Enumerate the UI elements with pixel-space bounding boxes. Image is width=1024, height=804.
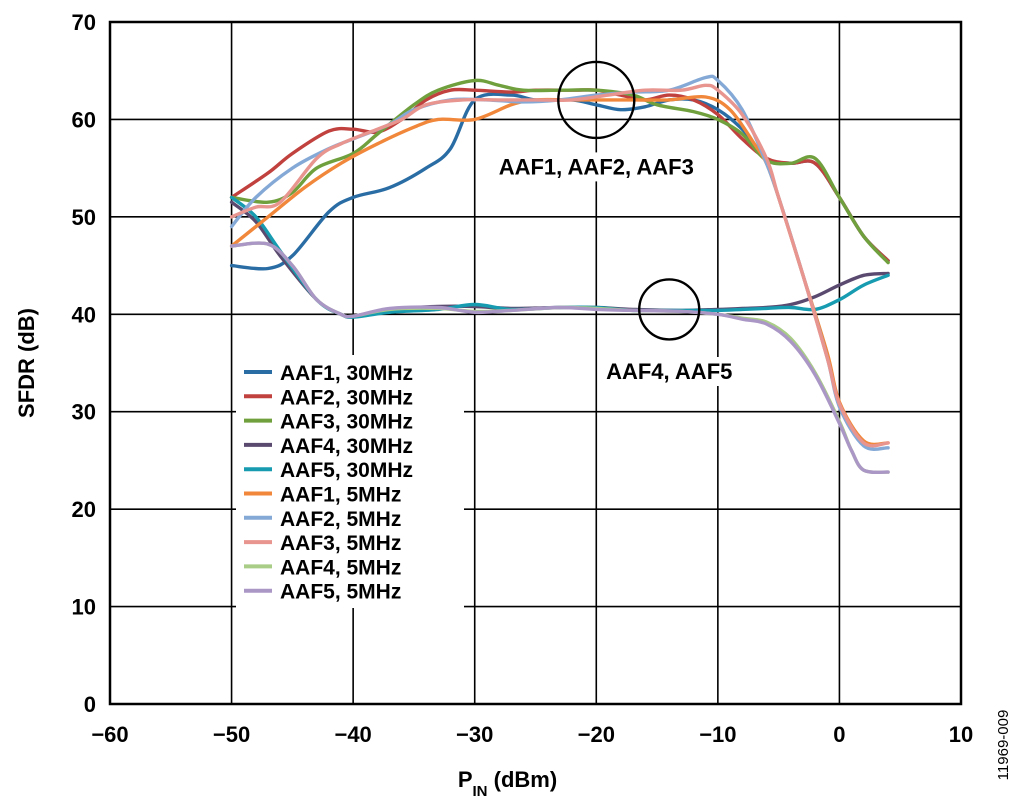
- series-line-aaf5-30mhz: [229, 195, 890, 319]
- y-tick-label: 40: [72, 302, 96, 327]
- y-tick-label: 10: [72, 595, 96, 620]
- annotation-circle: [638, 278, 701, 341]
- x-tick-label: 0: [833, 722, 845, 747]
- x-tick-label: 10: [949, 722, 973, 747]
- legend-entry-label: AAF3, 5MHz: [280, 532, 401, 555]
- x-tick-labels: −60 −50 −40 −30 −20 −10 0 10: [91, 722, 973, 747]
- plot-frame: [108, 20, 963, 706]
- annotation-label-background: [602, 357, 737, 386]
- y-tick-label: 30: [72, 400, 96, 425]
- y-tick-label: 0: [84, 692, 96, 717]
- legend-background: [236, 355, 464, 608]
- y-tick-label: 70: [72, 10, 96, 35]
- series-line-aaf1-30mhz: [229, 92, 890, 271]
- legend-entry-label: AAF1, 5MHz: [280, 484, 401, 507]
- x-tick-label: −10: [699, 722, 736, 747]
- series-lines: [229, 74, 890, 475]
- x-tick-label: −40: [334, 722, 371, 747]
- x-tick-label: −50: [213, 722, 250, 747]
- annotations: AAF1, AAF2, AAF3 AAF4, AAF5: [494, 60, 737, 386]
- x-axis-title: PIN (dBm): [458, 767, 557, 800]
- x-tick-label: −30: [456, 722, 493, 747]
- legend-entry-label: AAF5, 5MHz: [280, 581, 401, 604]
- x-axis-title-unit: (dBm): [488, 767, 558, 792]
- legend-entry-label: AAF2, 30MHz: [280, 386, 413, 409]
- figure-id: 11969-009: [995, 710, 1012, 781]
- series-line-aaf3-30mhz: [229, 78, 890, 265]
- x-tick-label: −60: [91, 722, 128, 747]
- annotation-label: AAF1, AAF2, AAF3: [499, 154, 694, 179]
- x-axis-title-main: P: [458, 767, 473, 792]
- y-tick-label: 60: [72, 107, 96, 132]
- legend-entry-label: AAF3, 30MHz: [280, 411, 413, 434]
- legend-entry-label: AAF5, 30MHz: [280, 459, 413, 482]
- legend-entry-label: AAF2, 5MHz: [280, 508, 401, 531]
- legend-entry-label: AAF1, 30MHz: [280, 362, 413, 385]
- x-tick-label: −20: [578, 722, 615, 747]
- annotation-label-background: [494, 152, 698, 182]
- series-line-aaf5-5mhz: [229, 241, 890, 475]
- series-line-aaf3-5mhz: [229, 83, 890, 448]
- y-tick-label: 50: [72, 205, 96, 230]
- x-axis-title-subscript: IN: [473, 783, 488, 800]
- legend-entry-label: AAF4, 5MHz: [280, 556, 401, 579]
- series-line-aaf4-30mhz: [229, 200, 890, 319]
- legend-entry-label: AAF4, 30MHz: [280, 435, 413, 458]
- y-tick-label: 20: [72, 497, 96, 522]
- annotation-circle: [557, 60, 636, 140]
- y-axis-title: SFDR (dB): [14, 308, 39, 418]
- annotation-label: AAF4, AAF5: [606, 359, 732, 384]
- y-tick-labels: 0 10 20 30 40 50 60 70: [72, 10, 96, 717]
